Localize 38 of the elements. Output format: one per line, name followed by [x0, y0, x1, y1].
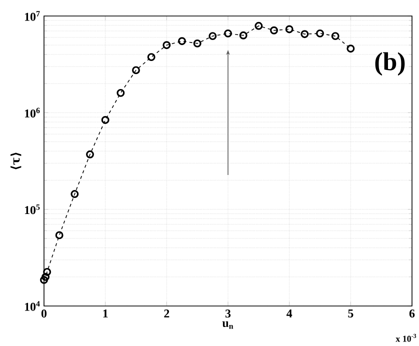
point [42, 272, 50, 281]
point [116, 88, 125, 97]
point [331, 32, 340, 40]
point [208, 32, 217, 40]
point [346, 44, 355, 53]
y-tick-label: 10$^{4}$ [24, 301, 40, 311]
x-axis-title: u$_{n}$ [222, 321, 234, 329]
point [316, 29, 324, 38]
point [254, 22, 263, 30]
x-tick-label: 1 [103, 310, 108, 318]
point [224, 29, 232, 38]
y-tick-label: 10$^{7}$ [24, 11, 40, 21]
x-tick-label: 3 [225, 310, 231, 318]
x-tick-label: 4 [286, 310, 292, 318]
y-tick-label: 10$^{6}$ [24, 108, 40, 118]
x-tick-label: 2 [164, 310, 170, 318]
point [70, 190, 79, 198]
point [270, 26, 278, 34]
point [162, 41, 171, 50]
point [55, 231, 64, 240]
x-tick-label: 5 [348, 310, 354, 318]
x-tick-label: 0 [41, 310, 47, 318]
point [239, 31, 248, 40]
point [86, 150, 94, 158]
point [147, 53, 156, 62]
point [40, 276, 48, 284]
y-tick-label: 10$^{5}$ [24, 204, 40, 214]
text: x 10$^{-3}$ [396, 334, 416, 342]
point [300, 30, 309, 38]
point [285, 25, 294, 34]
point [178, 37, 186, 46]
point [101, 116, 110, 124]
annotation: (b) [375, 52, 405, 76]
point [43, 268, 52, 276]
point [193, 39, 202, 48]
y-axis-title: ⟨τ⟩ [10, 152, 22, 170]
x-tick-label: 6 [409, 310, 415, 318]
point [132, 66, 140, 74]
